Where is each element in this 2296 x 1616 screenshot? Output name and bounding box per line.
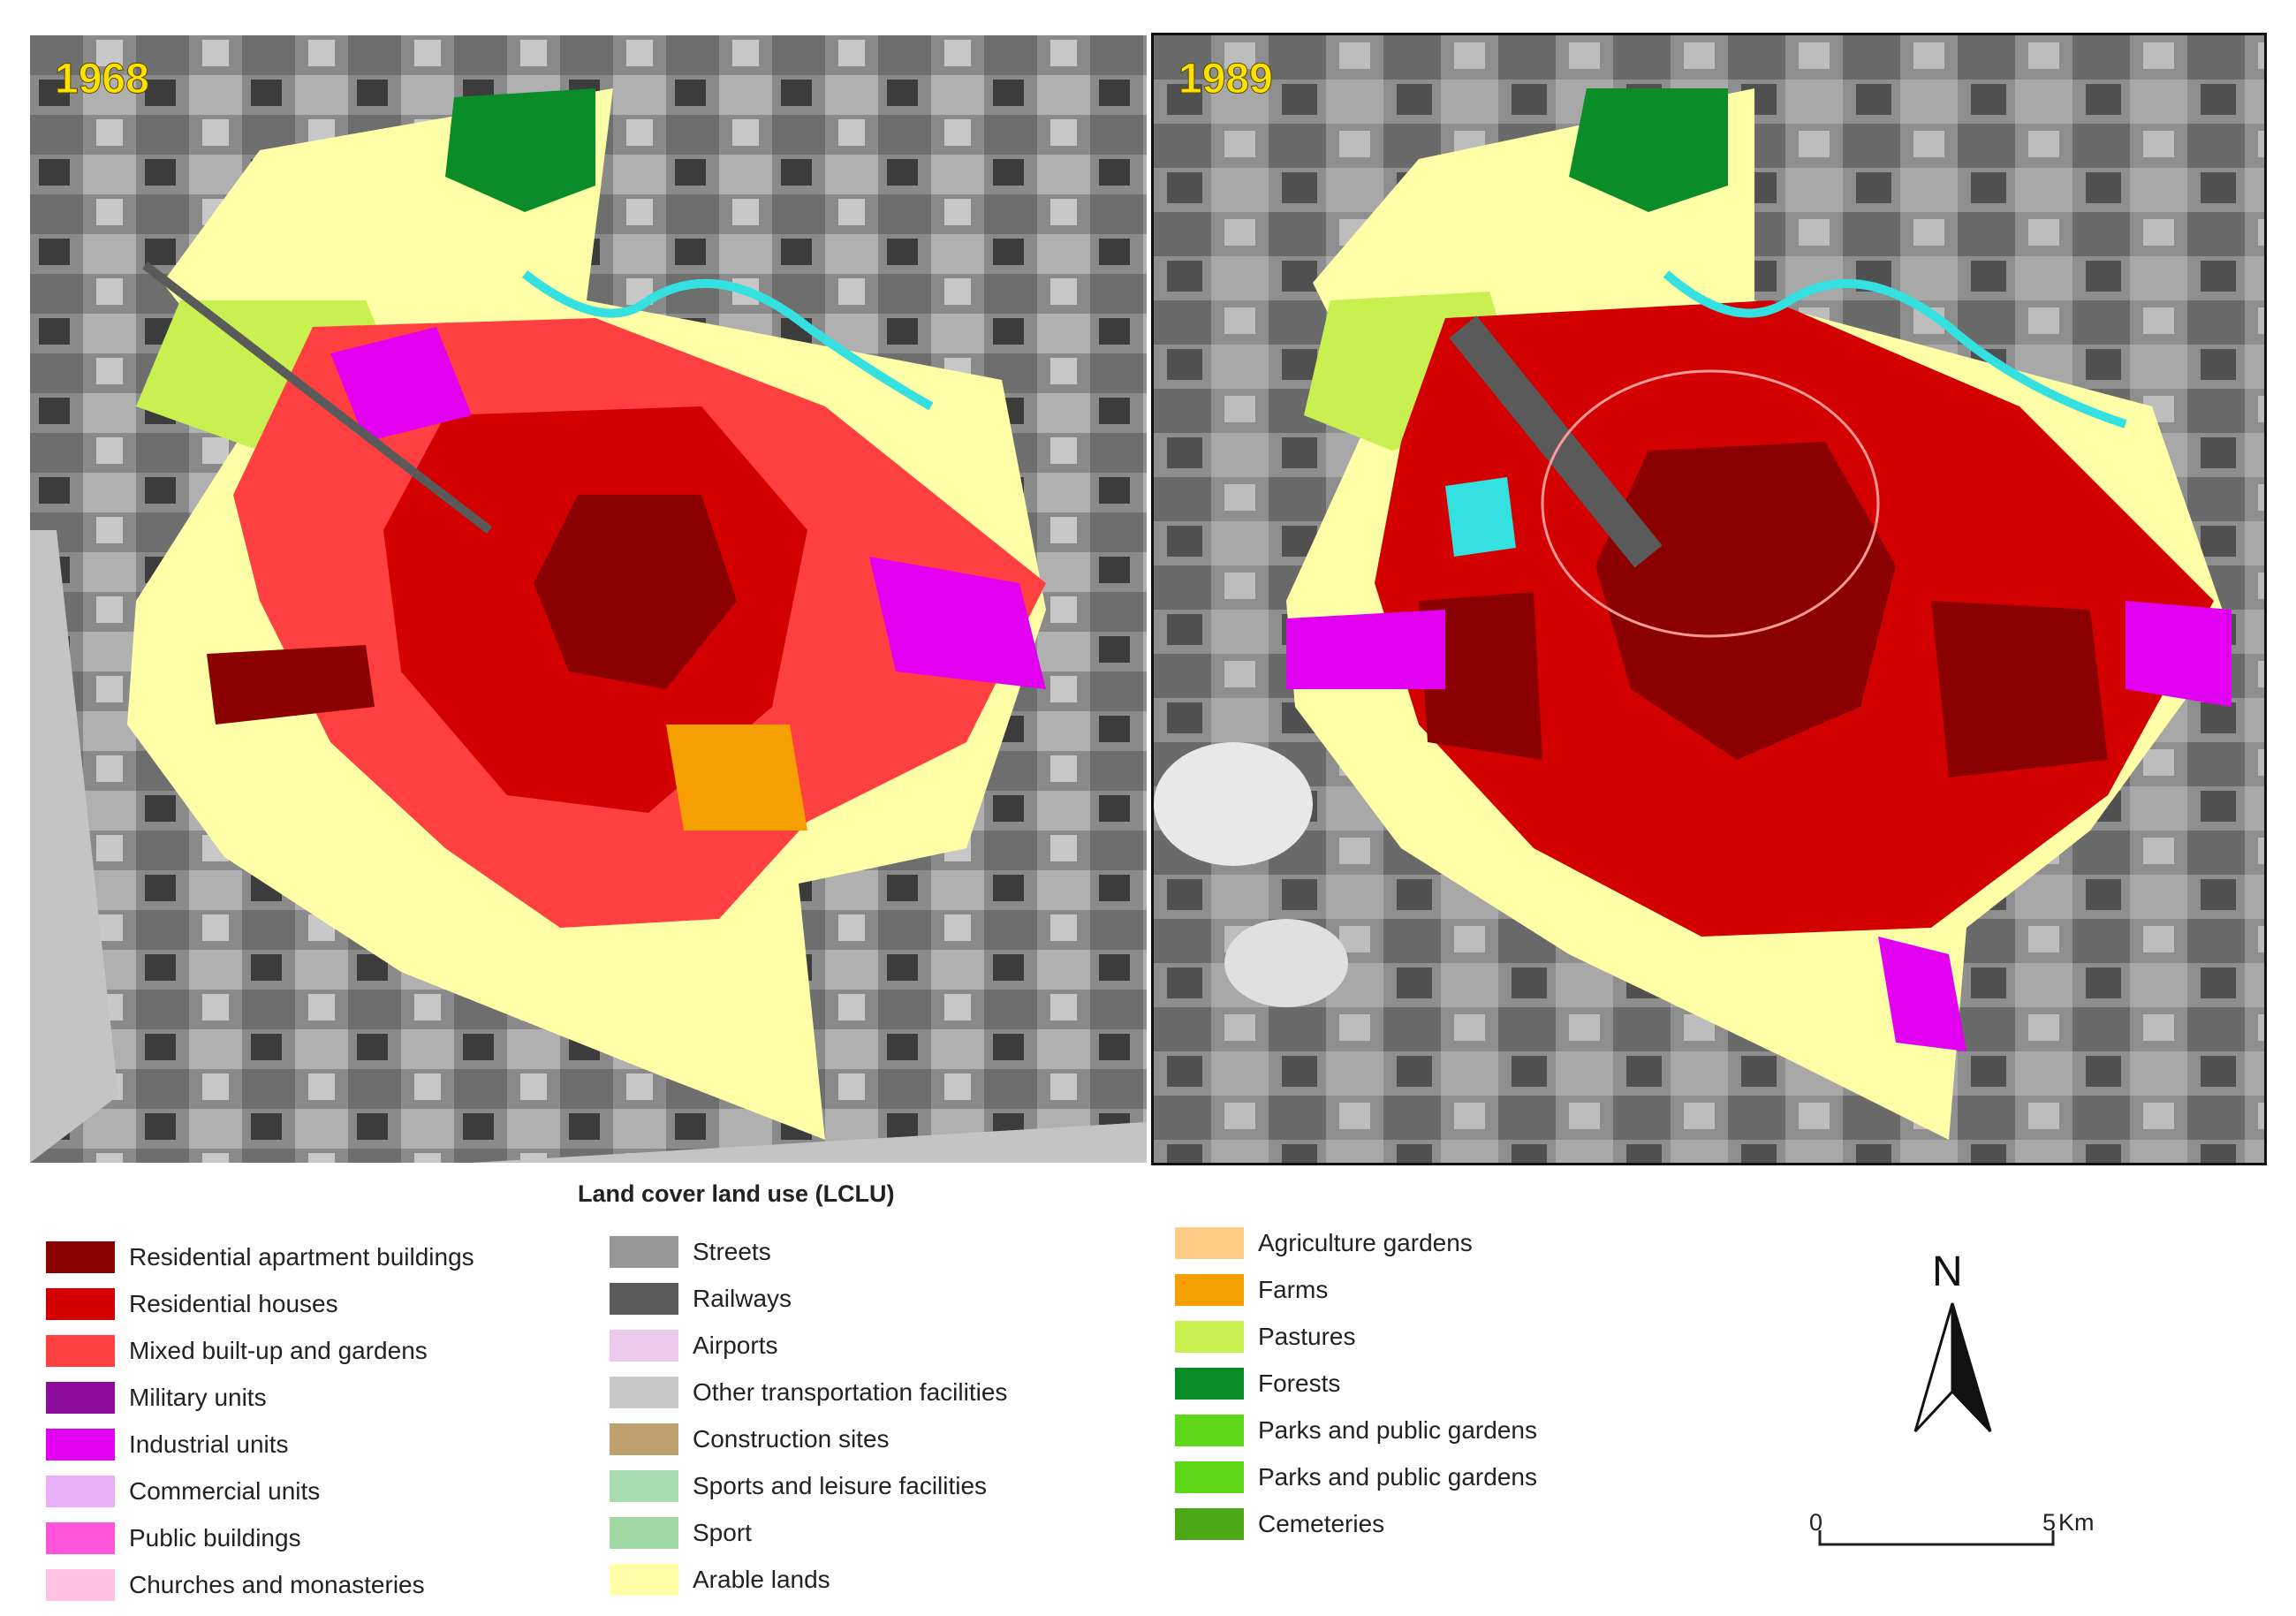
legend-item: Residential houses [46, 1280, 474, 1327]
legend-item: Residential apartment buildings [46, 1233, 474, 1280]
north-label: N [1932, 1248, 1963, 1295]
legend-label: Mixed built-up and gardens [129, 1336, 428, 1364]
legend-swatch [610, 1376, 678, 1408]
north-arrow-icon [1913, 1302, 1992, 1433]
legend-item: Military units [46, 1374, 474, 1421]
scale-bar [1818, 1530, 2055, 1546]
legend-item: Sports and leisure facilities [610, 1462, 1007, 1509]
legend-swatch [610, 1282, 678, 1315]
satellite-basemap-1989 [1154, 35, 2264, 1163]
legend-label: Farms [1258, 1275, 1329, 1303]
legend-item: Mixed built-up and gardens [46, 1327, 474, 1374]
legend-column-3: Agriculture gardens Farms Pastures Fores… [1175, 1219, 1537, 1547]
legend-label: Railways [693, 1284, 792, 1312]
legend-label: Pastures [1258, 1322, 1356, 1350]
scale-start-label: 0 [1809, 1509, 1823, 1536]
legend-swatch [1175, 1367, 1244, 1400]
legend-item: Other transportation facilities [610, 1369, 1007, 1415]
legend-swatch [46, 1475, 115, 1507]
legend-label: Sports and leisure facilities [693, 1471, 988, 1499]
legend-item: Cemeteries [1175, 1500, 1537, 1547]
map-1989: 1989 [1151, 33, 2267, 1165]
year-label-1989: 1989 [1178, 56, 1274, 103]
legend-item: Industrial units [46, 1421, 474, 1468]
legend-column-2: Streets Railways Airports Other transpor… [610, 1228, 1007, 1603]
legend-item: Churches and monasteries [46, 1561, 474, 1608]
legend-swatch [46, 1521, 115, 1554]
legend-swatch [610, 1235, 678, 1268]
legend-label: Airports [693, 1331, 778, 1359]
scale-end-label: 5 [2042, 1509, 2057, 1536]
legend-label: Public buildings [129, 1523, 301, 1552]
legend-label: Construction sites [693, 1424, 890, 1453]
legend-item: Construction sites [610, 1415, 1007, 1462]
legend-swatch [1175, 1320, 1244, 1353]
legend-swatch [1175, 1226, 1244, 1259]
legend-item: Arable lands [610, 1556, 1007, 1603]
legend-label: Military units [129, 1383, 267, 1411]
legend-label: Parks and public gardens [1258, 1462, 1537, 1491]
legend-item: Pastures [1175, 1313, 1537, 1360]
scale-unit-label: Km [2058, 1509, 2095, 1536]
legend-swatch [46, 1568, 115, 1601]
legend-label: Residential houses [129, 1289, 338, 1317]
legend-swatch [610, 1516, 678, 1549]
legend-item: Commercial units [46, 1468, 474, 1514]
legend-swatch [1175, 1460, 1244, 1493]
legend-item: Parks and public gardens [1175, 1453, 1537, 1500]
satellite-basemap-1968 [30, 35, 1147, 1163]
legend-item: Parks and public gardens [1175, 1407, 1537, 1453]
map-1968: 1968 [30, 35, 1147, 1163]
legend-item: Railways [610, 1275, 1007, 1322]
legend-swatch [46, 1428, 115, 1460]
legend-item: Forests [1175, 1360, 1537, 1407]
legend-swatch [1175, 1507, 1244, 1540]
legend-label: Streets [693, 1237, 771, 1265]
legend-swatch [46, 1334, 115, 1367]
legend-column-1: Residential apartment buildings Resident… [46, 1233, 474, 1608]
legend-label: Churches and monasteries [129, 1570, 425, 1598]
legend-label: Forests [1258, 1369, 1341, 1397]
year-label-1968: 1968 [55, 56, 150, 103]
legend-item: Streets [610, 1228, 1007, 1275]
legend-item: Agriculture gardens [1175, 1219, 1537, 1266]
legend-label: Commercial units [129, 1476, 321, 1505]
legend-item: Airports [610, 1322, 1007, 1369]
legend-swatch [1175, 1273, 1244, 1306]
legend-label: Arable lands [693, 1565, 830, 1593]
legend-swatch [610, 1329, 678, 1362]
legend-swatch [46, 1240, 115, 1273]
legend-label: Cemeteries [1258, 1509, 1385, 1537]
legend-swatch [610, 1469, 678, 1502]
legend-swatch [1175, 1414, 1244, 1446]
legend-swatch [610, 1423, 678, 1455]
legend-label: Residential apartment buildings [129, 1242, 474, 1271]
legend-item: Public buildings [46, 1514, 474, 1561]
legend-swatch [46, 1287, 115, 1320]
legend-label: Industrial units [129, 1430, 289, 1458]
legend-label: Sport [693, 1518, 752, 1546]
legend-item: Sport [610, 1509, 1007, 1556]
legend-item: Farms [1175, 1266, 1537, 1313]
legend-label: Parks and public gardens [1258, 1415, 1537, 1444]
legend-title: Land cover land use (LCLU) [578, 1180, 895, 1207]
legend-label: Agriculture gardens [1258, 1228, 1473, 1256]
legend-swatch [46, 1381, 115, 1414]
legend-swatch [610, 1563, 678, 1596]
legend-label: Other transportation facilities [693, 1377, 1008, 1406]
